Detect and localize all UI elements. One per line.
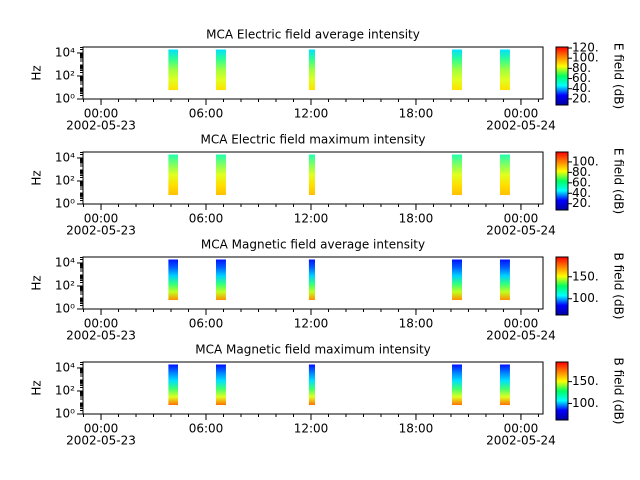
x-date-label: 2002-05-24: [486, 119, 556, 133]
colorbar-tick-label: 150.: [572, 269, 599, 283]
colorbar-tick-label: 150.: [572, 374, 599, 388]
spectrogram-burst: [308, 259, 316, 301]
colorbar: [556, 257, 568, 315]
spectrogram-burst: [215, 364, 226, 406]
y-tick-label: 10²: [55, 68, 75, 82]
colorbar-label: E field (dB): [612, 148, 626, 214]
colorbar-frame: [555, 361, 569, 421]
spectrogram-burst: [452, 364, 462, 406]
y-tick-label: 10⁴: [55, 360, 75, 374]
x-tick-label: 06:00: [189, 107, 224, 121]
colorbar-frame: [555, 151, 569, 211]
x-date-label: 2002-05-23: [66, 434, 136, 448]
x-tick-label: 00:00: [504, 107, 539, 121]
spectrogram-burst: [308, 364, 316, 406]
colorbar-tick-label: 40.: [572, 81, 591, 95]
spectrogram-burst: [499, 364, 510, 406]
x-date-label: 2002-05-24: [486, 224, 556, 238]
y-axis-label: Hz: [30, 65, 44, 80]
spectrogram-burst: [308, 154, 316, 196]
colorbar-label: E field (dB): [612, 43, 626, 109]
x-tick-label: 00:00: [84, 212, 119, 226]
x-tick-label: 00:00: [504, 317, 539, 331]
x-tick-label: 12:00: [294, 212, 329, 226]
colorbar-tick-label: 40.: [572, 186, 591, 200]
colorbar: [556, 47, 568, 105]
colorbar-tick-label: 100.: [572, 51, 599, 65]
spectrogram-burst: [168, 49, 179, 91]
spectrogram-burst: [168, 364, 179, 406]
colorbar-label: B field (dB): [612, 253, 626, 320]
y-tick-label: 10⁰: [55, 197, 75, 211]
x-tick-label: 12:00: [294, 107, 329, 121]
y-tick-label: 10⁰: [55, 92, 75, 106]
spectrogram-burst: [215, 49, 226, 91]
colorbar-frame: [555, 256, 569, 316]
y-tick-label: 10⁴: [55, 255, 75, 269]
colorbar-tick-label: 80.: [572, 165, 591, 179]
spectrogram-burst: [499, 49, 510, 91]
x-date-label: 2002-05-23: [66, 329, 136, 343]
x-tick-label: 00:00: [84, 317, 119, 331]
colorbar-tick-label: 60.: [572, 71, 591, 85]
spectrogram-burst: [215, 154, 226, 196]
colorbar-tick-label: 80.: [572, 61, 591, 75]
x-tick-label: 18:00: [399, 317, 434, 331]
x-tick-label: 06:00: [189, 422, 224, 436]
y-tick-label: 10⁴: [55, 45, 75, 59]
x-tick-label: 06:00: [189, 212, 224, 226]
spectrogram-burst: [452, 49, 462, 91]
panel-title: MCA Magnetic field average intensity: [201, 238, 425, 252]
colorbar-tick-label: 100.: [572, 396, 599, 410]
colorbar-tick-label: 20.: [572, 196, 591, 210]
y-tick-label: 10⁰: [55, 302, 75, 316]
colorbar-tick-label: 120.: [572, 41, 599, 55]
x-date-label: 2002-05-23: [66, 119, 136, 133]
y-tick-label: 10²: [55, 278, 75, 292]
panel-title: MCA Electric field average intensity: [206, 28, 420, 42]
spectrogram-burst: [452, 259, 462, 301]
y-tick-label: 10²: [55, 173, 75, 187]
spectrogram-burst: [308, 49, 316, 91]
x-date-label: 2002-05-24: [486, 329, 556, 343]
spectrogram-burst: [452, 154, 462, 196]
x-tick-label: 00:00: [84, 107, 119, 121]
x-date-label: 2002-05-23: [66, 224, 136, 238]
colorbar-frame: [555, 46, 569, 106]
x-tick-label: 18:00: [399, 107, 434, 121]
x-tick-label: 12:00: [294, 422, 329, 436]
x-tick-label: 00:00: [504, 422, 539, 436]
x-tick-label: 18:00: [399, 422, 434, 436]
x-tick-label: 00:00: [504, 212, 539, 226]
y-axis-label: Hz: [30, 170, 44, 185]
x-tick-label: 18:00: [399, 212, 434, 226]
x-tick-label: 12:00: [294, 317, 329, 331]
y-tick-label: 10⁰: [55, 407, 75, 421]
x-date-label: 2002-05-24: [486, 434, 556, 448]
spectrogram-burst: [499, 154, 510, 196]
y-tick-label: 10⁴: [55, 150, 75, 164]
spectrogram-burst: [215, 259, 226, 301]
y-axis-label: Hz: [30, 275, 44, 290]
spectrogram-burst: [499, 259, 510, 301]
colorbar: [556, 362, 568, 420]
y-tick-label: 10²: [55, 383, 75, 397]
colorbar-label: B field (dB): [612, 358, 626, 425]
colorbar-tick-label: 100.: [572, 291, 599, 305]
panel-title: MCA Magnetic field maximum intensity: [195, 343, 431, 357]
x-tick-label: 06:00: [189, 317, 224, 331]
colorbar: [556, 152, 568, 210]
spectrogram-burst: [168, 259, 179, 301]
colorbar-tick-label: 20.: [572, 91, 591, 105]
colorbar-tick-label: 60.: [572, 175, 591, 189]
y-axis-label: Hz: [30, 380, 44, 395]
panel-title: MCA Electric field maximum intensity: [200, 133, 425, 147]
colorbar-tick-label: 100.: [572, 154, 599, 168]
x-tick-label: 00:00: [84, 422, 119, 436]
spectrogram-burst: [168, 154, 179, 196]
